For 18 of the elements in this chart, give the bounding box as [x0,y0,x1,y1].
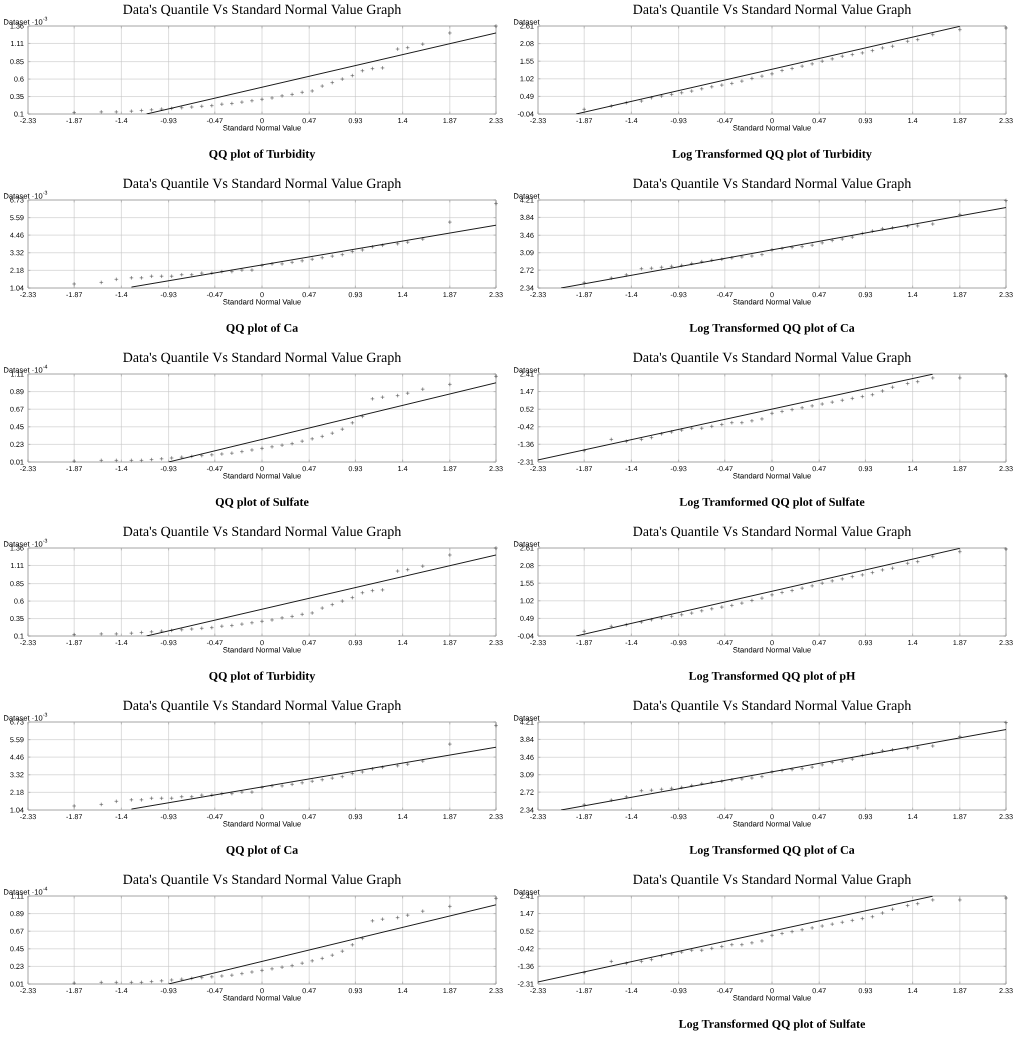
point [269,95,275,101]
point [759,416,765,422]
point [493,23,499,29]
point [249,267,255,273]
point [749,253,755,259]
point [749,775,755,781]
point [759,938,765,944]
point [1003,895,1009,901]
point [1003,373,1009,379]
point [269,617,275,623]
point [1003,546,1009,552]
point [249,447,255,453]
point [249,789,255,795]
point [1003,25,1009,31]
point [249,969,255,975]
point [239,267,245,273]
point [239,789,245,795]
point [493,545,499,551]
